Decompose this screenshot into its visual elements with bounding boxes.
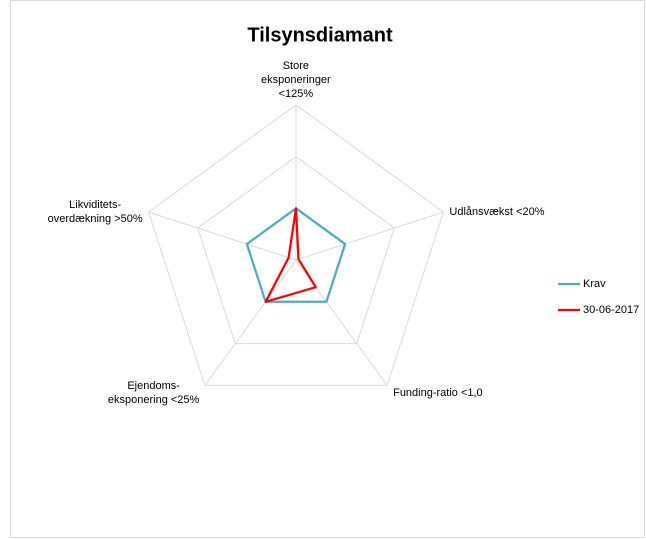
chart-border (10, 0, 645, 538)
chart-title: Tilsynsdiamant (247, 24, 393, 46)
category-label: Likviditets- overdækning >50% (47, 199, 143, 226)
category-label: Store eksponeringer <125% (261, 60, 331, 100)
category-label: Funding-ratio <1,0 (393, 387, 483, 400)
spoke (148, 211, 297, 261)
spoke (295, 211, 444, 261)
grid-ring (197, 156, 395, 345)
category-label: Ejendoms- eksponering <25% (107, 380, 200, 407)
legend-label: Krav (583, 278, 606, 290)
grid-ring (147, 104, 445, 386)
series-line (264, 207, 317, 303)
series-line (245, 207, 347, 303)
category-label: Udlånsvækst <20% (449, 206, 545, 219)
legend-label: 30-06-2017 (583, 304, 639, 316)
spoke (204, 259, 297, 386)
